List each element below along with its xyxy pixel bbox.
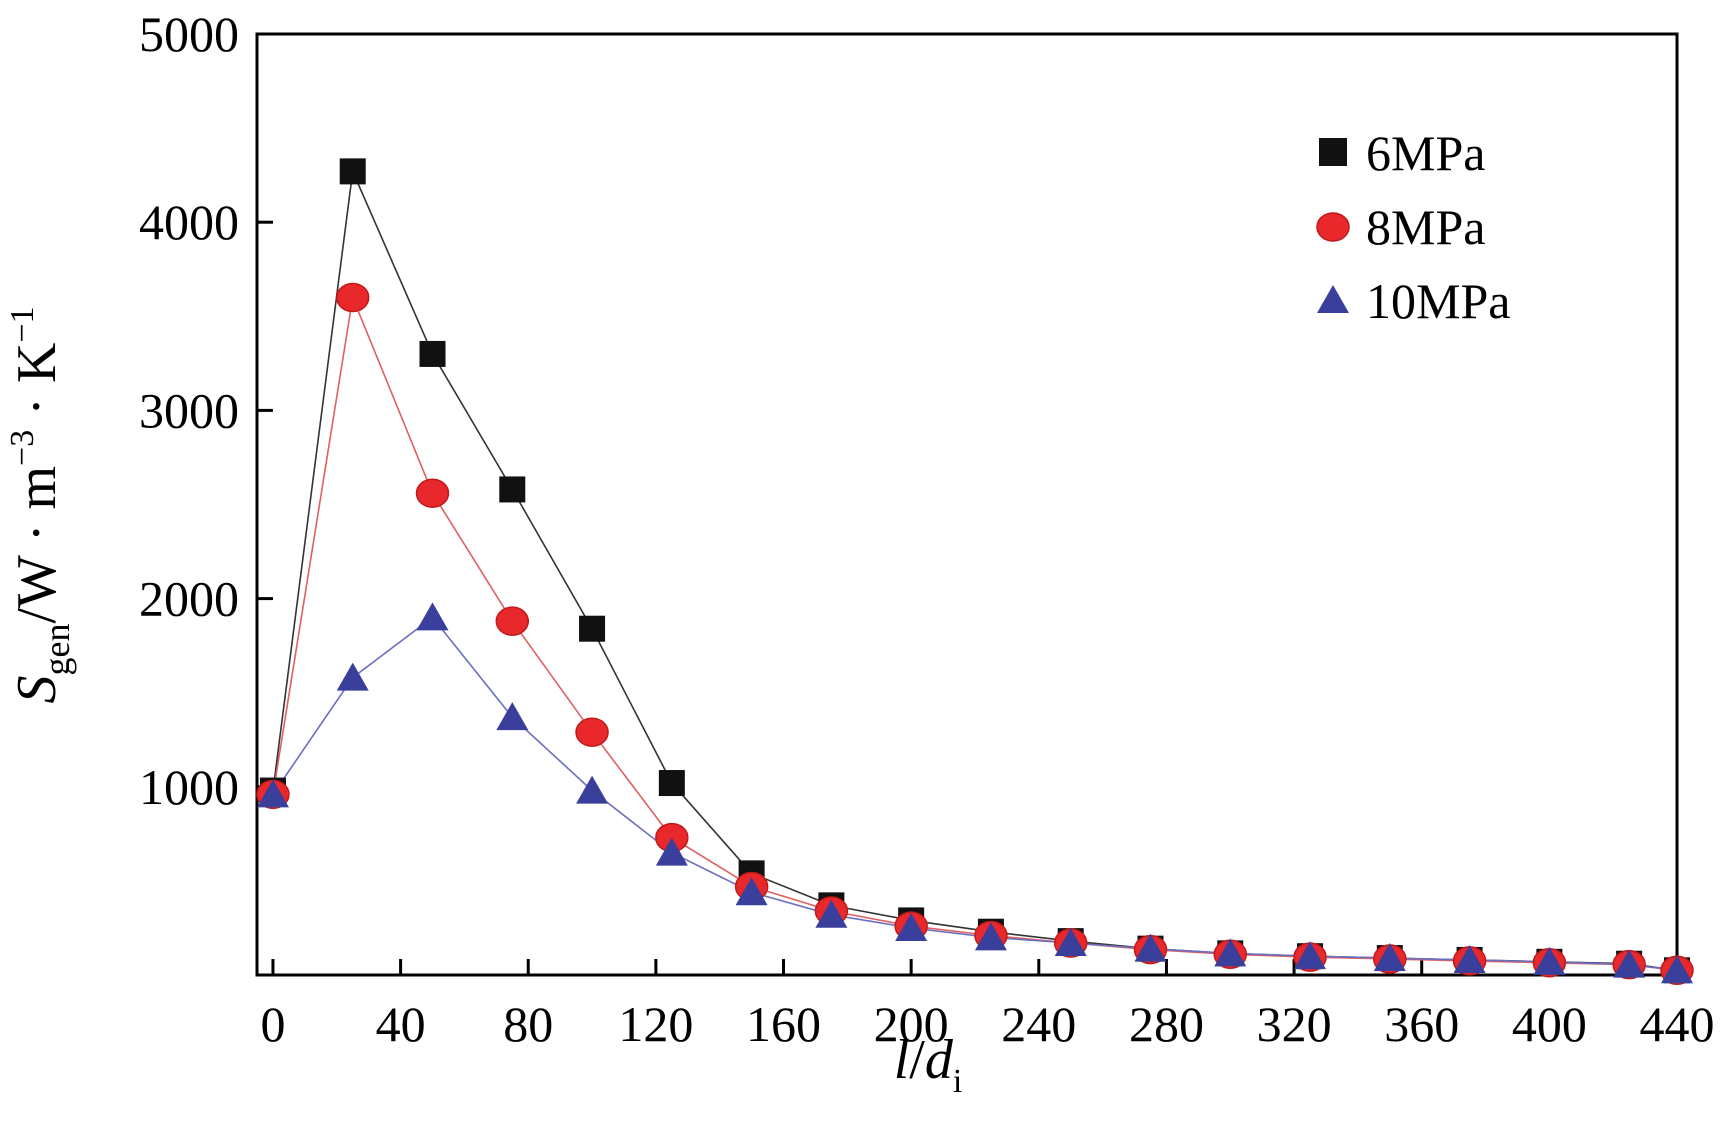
series-line-10mpa: [272, 616, 1678, 972]
y-axis-label: Sgen/W · m−3 · K−1: [4, 306, 77, 703]
point-6mpa-50: [419, 340, 446, 367]
point-10mpa-100: [576, 775, 609, 804]
point-6mpa-125: [658, 770, 685, 797]
point-10mpa-400: [1533, 946, 1566, 975]
point-10mpa-200: [895, 912, 928, 941]
y-label-unit-2: · K: [6, 343, 68, 430]
x-label-d: d: [925, 1029, 954, 1091]
point-10mpa-350: [1373, 943, 1406, 972]
y-label-symbol: S: [6, 676, 68, 704]
x-tick-label-160: 160: [746, 996, 821, 1052]
point-10mpa-50: [416, 602, 449, 631]
x-ticks: 0 40 80 120 160 200 240 280 320 360 400 440: [260, 959, 1715, 1052]
x-label-sub: i: [953, 1063, 962, 1100]
x-label-l: l: [894, 1029, 910, 1091]
x-tick-label-80: 80: [503, 996, 553, 1052]
x-tick-label-280: 280: [1129, 996, 1204, 1052]
y-ticks: 1000 2000 3000 4000 5000: [139, 6, 273, 815]
point-8mpa-50: [415, 478, 450, 508]
point-10mpa-375: [1453, 944, 1486, 973]
legend: 6MPa 8MPa 10MPa: [1316, 125, 1510, 329]
plot-frame: [255, 32, 1679, 977]
y-tick-label-4000: 4000: [139, 194, 239, 250]
legend-label-6mpa: 6MPa: [1366, 125, 1485, 181]
x-tick-label-360: 360: [1384, 996, 1459, 1052]
x-tick-label-120: 120: [618, 996, 693, 1052]
y-tick-label-1000: 1000: [139, 759, 239, 815]
point-6mpa-100: [579, 615, 606, 642]
point-8mpa-25: [335, 282, 370, 313]
point-10mpa-425: [1613, 949, 1646, 978]
x-tick-label-320: 320: [1257, 996, 1332, 1052]
point-10mpa-300: [1214, 938, 1247, 967]
x-tick-label-440: 440: [1640, 996, 1715, 1052]
point-10mpa-250: [1054, 928, 1087, 957]
point-10mpa-175: [815, 899, 848, 928]
x-tick-label-0: 0: [260, 996, 285, 1052]
legend-label-10mpa: 10MPa: [1366, 273, 1510, 329]
legend-marker-6mpa: [1319, 138, 1347, 166]
series-markers: [256, 158, 1694, 986]
point-10mpa-150: [735, 877, 768, 906]
x-axis-label: l/di: [894, 1029, 963, 1100]
point-10mpa-325: [1294, 941, 1327, 970]
point-10mpa-125: [655, 837, 688, 866]
point-10mpa-0: [256, 779, 289, 808]
point-10mpa-225: [974, 922, 1007, 951]
x-tick-label-240: 240: [1001, 996, 1076, 1052]
x-tick-label-400: 400: [1512, 996, 1587, 1052]
y-label-unit-1: /W · m: [6, 466, 68, 624]
point-6mpa-75: [499, 476, 526, 503]
point-6mpa-25: [339, 158, 366, 185]
x-label-slash: /: [909, 1029, 925, 1091]
y-tick-label-2000: 2000: [139, 571, 239, 627]
point-8mpa-100: [575, 717, 609, 747]
y-tick-label-5000: 5000: [139, 6, 239, 62]
x-tick-label-40: 40: [376, 996, 426, 1052]
y-label-sup-1: −3: [4, 430, 41, 466]
series-line-8mpa: [272, 294, 1678, 972]
y-label-sub: gen: [37, 624, 77, 676]
point-10mpa-25: [336, 662, 369, 691]
point-8mpa-75: [495, 606, 530, 636]
legend-label-8mpa: 8MPa: [1366, 199, 1485, 255]
point-10mpa-440: [1661, 955, 1693, 984]
y-label-sup-2: −1: [4, 306, 41, 342]
legend-marker-10mpa: [1317, 285, 1349, 313]
point-10mpa-275: [1134, 933, 1167, 962]
point-10mpa-75: [496, 702, 529, 731]
x-tick-label-200: 200: [874, 996, 949, 1052]
legend-marker-8mpa: [1316, 212, 1350, 242]
y-tick-label-3000: 3000: [139, 382, 239, 438]
